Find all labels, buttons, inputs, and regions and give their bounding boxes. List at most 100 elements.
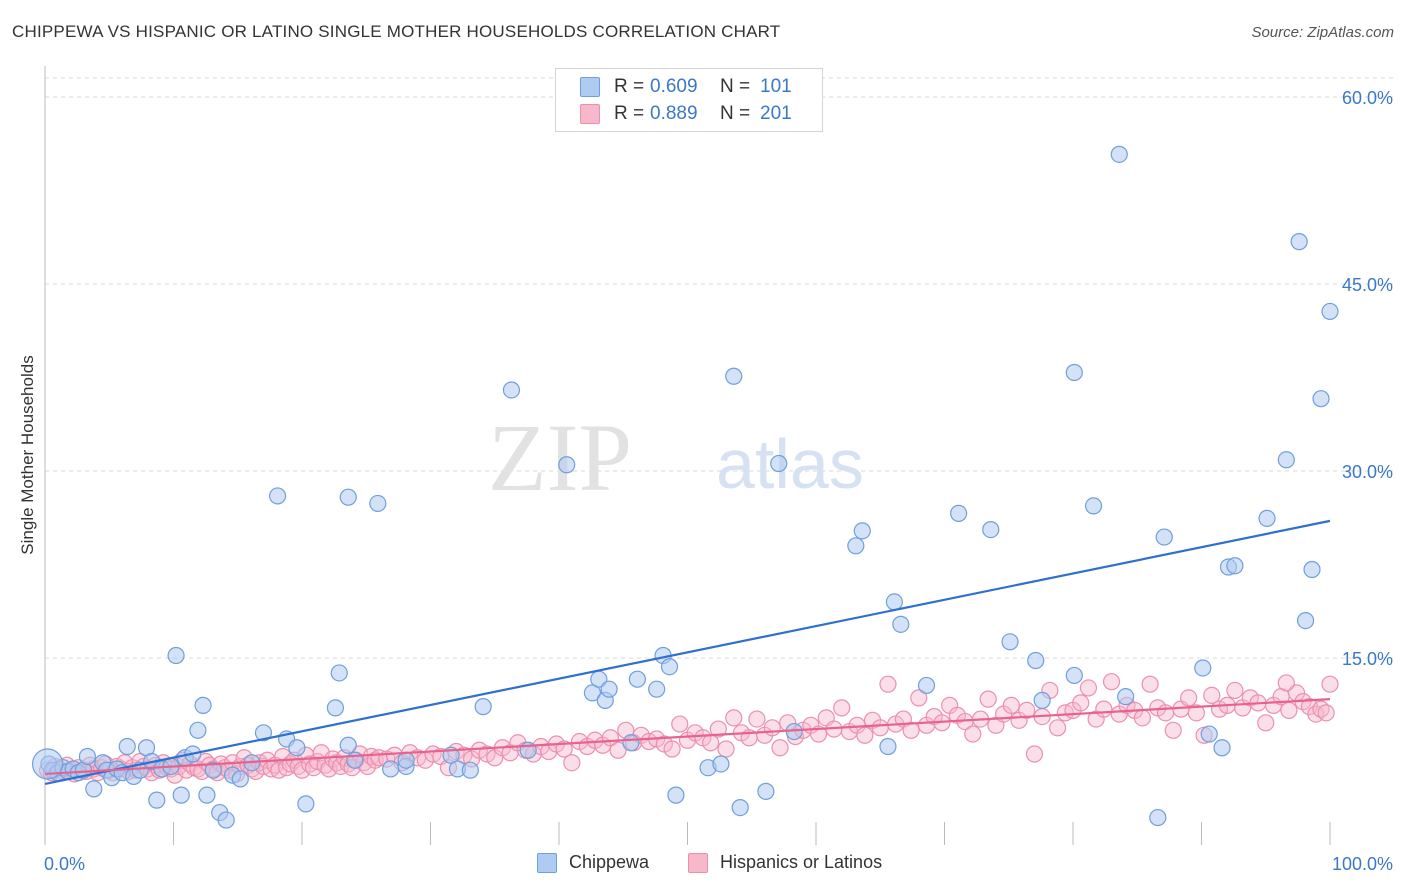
chippewa-point — [622, 734, 640, 752]
chippewa-points — [31, 145, 1339, 829]
hispanic-point — [1002, 696, 1020, 714]
chippewa-point — [1258, 509, 1276, 527]
chippewa-point — [78, 747, 97, 766]
chippewa-point — [1155, 528, 1173, 546]
chippewa-point — [892, 615, 910, 633]
chippewa-point — [667, 786, 685, 804]
chippewa-point — [847, 537, 865, 555]
chippewa-point — [1033, 691, 1051, 709]
chippewa-point — [725, 367, 743, 385]
chippewa-point — [770, 454, 788, 473]
chippewa-point — [1226, 557, 1244, 575]
chippewa-point — [1084, 497, 1103, 515]
chippewa-point — [198, 786, 216, 804]
hispanic-point — [1156, 704, 1175, 722]
hispanic-point — [771, 739, 789, 757]
chippewa-point — [1027, 651, 1045, 670]
chippewa-point — [712, 755, 730, 773]
chippewa-point — [1194, 659, 1212, 677]
chippewa-point — [189, 721, 207, 739]
chippewa-point — [558, 456, 576, 474]
series-legend: Chippewa Hispanics or Latinos — [0, 852, 1406, 876]
hispanic-point — [748, 710, 766, 728]
legend-row-hispanic: R = 0.889 N = 201 — [580, 101, 792, 127]
hispanic-point — [902, 721, 920, 739]
hispanic-point — [879, 675, 897, 693]
chippewa-point — [1200, 725, 1218, 743]
hispanic-point — [725, 709, 743, 727]
chippewa-point — [1065, 666, 1083, 685]
legend-label-hispanic: Hispanics or Latinos — [720, 852, 883, 872]
chippewa-point — [1110, 145, 1128, 163]
chippewa-point — [167, 646, 185, 665]
chippewa-point — [628, 670, 646, 688]
hispanic-point — [663, 740, 681, 758]
chippewa-point — [1321, 302, 1339, 321]
hispanic-point — [1141, 675, 1159, 693]
chippewa-point — [1065, 363, 1083, 382]
hispanic-point — [1018, 701, 1036, 719]
r-label: R = — [614, 103, 645, 124]
hispanic-point — [1321, 675, 1339, 693]
chippewa-point — [339, 488, 357, 506]
chippewa-point — [369, 494, 387, 513]
chippewa-point — [879, 737, 897, 756]
hispanic-point — [856, 726, 874, 744]
hispanic-point — [1095, 700, 1113, 718]
chippewa-point-large — [31, 748, 64, 780]
chippewa-point — [85, 780, 103, 798]
y-axis-label: Single Mother Households — [18, 355, 37, 555]
n-value: 101 — [760, 76, 792, 97]
watermark: ZIP atlas — [488, 404, 864, 511]
hispanic-point — [609, 741, 627, 759]
chippewa-point — [853, 522, 871, 540]
legend-row-chippewa: R = 0.609 N = 101 — [580, 74, 792, 100]
chippewa-point — [757, 782, 775, 800]
hispanic-point — [1257, 714, 1275, 732]
hispanic-point — [1280, 701, 1298, 719]
chippewa-point — [600, 680, 618, 698]
chippewa-point — [217, 811, 235, 829]
hispanic-point — [1079, 679, 1098, 697]
hispanic-point — [563, 754, 581, 772]
chippewa-point — [917, 676, 936, 695]
chippewa-point — [1149, 808, 1167, 827]
r-value: 0.889 — [650, 103, 698, 124]
chippewa-point — [118, 737, 136, 756]
chippewa-point — [1001, 633, 1019, 651]
hispanic-point — [1102, 673, 1121, 691]
chippewa-point — [397, 751, 415, 769]
hispanic-point — [1072, 694, 1090, 712]
chippewa-point — [1117, 688, 1135, 706]
watermark-atlas: atlas — [716, 425, 864, 503]
chippewa-point — [194, 696, 212, 714]
trend-lines — [44, 519, 1331, 785]
chippewa-point — [254, 724, 273, 742]
hispanic-point — [1203, 686, 1221, 705]
hispanic-point — [763, 719, 781, 737]
chippewa-point — [731, 798, 749, 817]
chippewa-point — [1277, 451, 1295, 469]
chippewa-point — [885, 593, 903, 611]
legend-item-hispanic[interactable]: Hispanics or Latinos — [688, 852, 882, 873]
hispanic-point — [1048, 719, 1067, 737]
chippewa-point — [461, 761, 479, 779]
chippewa-trend-line — [44, 519, 1331, 785]
chippewa-point — [1303, 560, 1321, 579]
x-tick-label-max: 100.0% — [1332, 854, 1393, 874]
hispanic-point — [964, 725, 982, 743]
chippewa-point — [1290, 233, 1308, 251]
hispanic-point — [1025, 745, 1044, 763]
y-tick-label: 15.0% — [1342, 649, 1393, 669]
hispanic-point — [1187, 704, 1205, 722]
n-value: 201 — [760, 103, 792, 124]
n-label: N = — [720, 103, 751, 124]
hispanic-swatch — [580, 104, 600, 124]
legend-item-chippewa[interactable]: Chippewa — [537, 852, 649, 873]
hispanic-point — [709, 720, 727, 738]
chippewa-point — [204, 761, 222, 779]
chippewa-point — [474, 698, 492, 716]
chippewa-point — [648, 680, 666, 698]
hispanic-point — [1133, 709, 1151, 727]
